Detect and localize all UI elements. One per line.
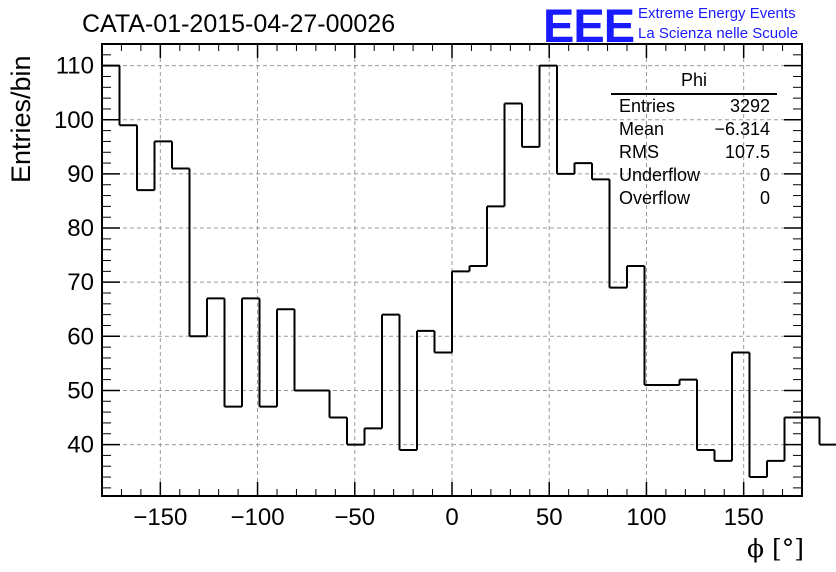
stats-row-rms: RMS 107.5 [611, 141, 777, 164]
y-tick-label: 70 [67, 269, 94, 296]
stats-value: 0 [759, 165, 770, 185]
y-tick-label: 110 [56, 53, 94, 80]
stats-label: Underflow [619, 165, 701, 185]
chart-title: CATA-01-2015-04-27-00026 [82, 10, 396, 38]
y-axis-label: Entries/bin [6, 55, 36, 183]
x-tick-label: 50 [536, 504, 563, 531]
y-tick-label: 40 [67, 432, 94, 459]
stats-row-entries: Entries 3292 [611, 95, 777, 118]
stats-label: RMS [619, 142, 659, 162]
x-axis-label: ϕ [°] [747, 534, 804, 563]
x-tick-label: −100 [231, 504, 285, 531]
x-tick-label: 100 [626, 504, 666, 531]
stats-value: 3292 [729, 96, 770, 116]
stats-row-mean: Mean −6.314 [611, 118, 777, 141]
y-tick-label: 100 [54, 107, 94, 134]
stats-value: 107.5 [724, 142, 770, 162]
stats-value: −6.314 [714, 119, 770, 139]
x-tick-label: 150 [724, 504, 764, 531]
tick-labels: −150 −100 −50 0 50 100 150 40 50 60 70 80 90 100 110 [54, 53, 764, 531]
logo-text-line2: La Scienza nelle Scuole [638, 25, 799, 42]
y-tick-label: 50 [67, 377, 94, 404]
stats-label: Mean [619, 119, 665, 139]
stats-title: Phi [611, 70, 777, 95]
eee-logo: EEE [543, 0, 635, 52]
logo-text-line1: Extreme Energy Events [638, 5, 796, 22]
axis-ticks [101, 43, 803, 496]
x-tick-label: −150 [133, 504, 187, 531]
stats-row-overflow: Overflow 0 [611, 187, 777, 210]
stats-row-underflow: Underflow 0 [611, 164, 777, 187]
y-tick-label: 80 [67, 215, 94, 242]
stats-label: Overflow [619, 188, 691, 208]
stats-box: Phi Entries 3292 Mean −6.314 RMS 107.5 U… [611, 70, 777, 210]
y-tick-label: 90 [67, 161, 94, 188]
x-tick-label: 0 [445, 504, 458, 531]
x-tick-label: −50 [334, 504, 375, 531]
stats-value: 0 [759, 188, 770, 208]
stats-label: Entries [619, 96, 676, 116]
y-tick-label: 60 [67, 323, 94, 350]
